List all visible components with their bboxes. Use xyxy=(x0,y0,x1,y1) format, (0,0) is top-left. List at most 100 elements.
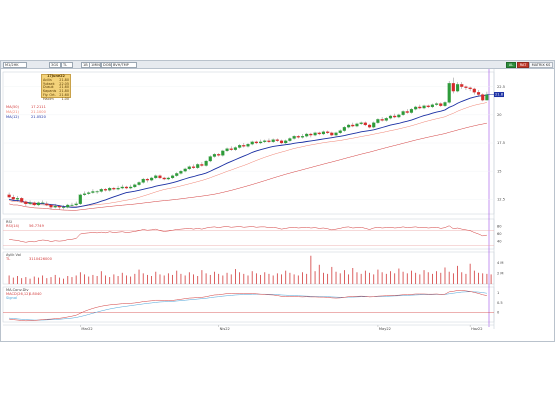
x-axis: Mar22 Nis22 May22 Haz22 xyxy=(3,324,494,331)
volume-bar xyxy=(17,276,18,284)
volume-bar xyxy=(436,271,438,284)
volume-bar xyxy=(205,273,207,284)
volume-bar xyxy=(163,275,165,284)
candle xyxy=(279,140,284,144)
candle xyxy=(401,111,405,115)
matrix-menu-button[interactable]: MATRIX KS xyxy=(529,62,553,68)
rsi-tick-label: 40 xyxy=(497,240,502,244)
volume-bar xyxy=(109,277,111,284)
volume-bar xyxy=(289,272,291,284)
y-tick-label: 22.5 xyxy=(497,85,505,89)
panel-frame xyxy=(2,286,495,323)
volume-bar xyxy=(138,269,140,284)
ma-legend-value: 21.0520 xyxy=(31,115,47,119)
toolbar-field-2[interactable]: TL xyxy=(61,62,73,68)
info-value: 22.05 xyxy=(59,81,69,86)
macd-tick-label: 1 xyxy=(497,291,499,295)
volume-bar xyxy=(452,273,454,284)
candle xyxy=(162,177,166,180)
candle xyxy=(7,194,11,198)
volume-bar xyxy=(348,274,349,284)
candle xyxy=(414,106,418,110)
volume-bar xyxy=(113,274,115,284)
candle xyxy=(342,127,346,131)
volume-bar xyxy=(314,271,316,284)
candle xyxy=(275,139,279,141)
volume-bar xyxy=(364,270,366,284)
toolbar-field-6[interactable]: BVH/TMP xyxy=(111,62,137,68)
x-tick-label: May22 xyxy=(379,327,391,331)
candle xyxy=(124,186,129,189)
indicator-button[interactable]: RAT xyxy=(517,62,529,68)
panel-frame xyxy=(2,251,495,285)
volume-bar xyxy=(235,269,236,284)
volume-bar xyxy=(419,274,421,284)
volume-bar xyxy=(75,275,77,284)
alert-button[interactable]: AL xyxy=(506,62,516,68)
candle xyxy=(103,189,108,191)
volume-bar xyxy=(8,275,10,284)
candle xyxy=(338,130,342,133)
volume-panel: 4 M 2 M xyxy=(8,255,504,284)
candle xyxy=(116,187,120,190)
volume-bar xyxy=(92,274,94,284)
candle xyxy=(305,133,309,137)
candle xyxy=(259,141,263,144)
volume-bar xyxy=(130,276,132,284)
volume-bar xyxy=(490,274,492,284)
info-label: Acilis xyxy=(43,77,52,82)
toolbar-field-1[interactable]: 3GS xyxy=(49,62,61,68)
volume-bar xyxy=(411,270,412,284)
candle xyxy=(49,204,53,208)
candle xyxy=(74,203,78,206)
candle xyxy=(313,132,317,136)
candle xyxy=(317,132,321,135)
volume-bar xyxy=(369,272,370,284)
volume-bar xyxy=(38,277,39,284)
y-tick-label: 20 xyxy=(497,113,502,117)
candle xyxy=(221,150,225,156)
macd-tick-label: 0.5 xyxy=(497,301,503,305)
toolbar-field-4[interactable]: 1MIN xyxy=(89,62,101,68)
info-value: 21.60 xyxy=(59,92,69,97)
candle xyxy=(292,136,296,139)
volume-bar xyxy=(167,273,169,284)
volume-bar xyxy=(448,271,450,284)
candle xyxy=(112,187,116,190)
y-tick-label: 15 xyxy=(497,169,502,173)
candle xyxy=(53,206,57,208)
volume-bar xyxy=(440,272,442,284)
candle xyxy=(435,103,439,105)
info-row: Kapanis 21.80 xyxy=(43,89,69,94)
ma-21-line xyxy=(9,102,487,208)
volume-bar xyxy=(63,278,64,284)
volume-bar xyxy=(197,276,199,284)
rsi-value: 56.7749 xyxy=(29,224,45,228)
candle xyxy=(200,164,204,166)
volume-bar xyxy=(21,278,23,284)
volume-bar xyxy=(306,273,308,284)
volume-bar xyxy=(100,271,102,284)
candle xyxy=(233,147,237,150)
volume-bar xyxy=(381,272,383,284)
symbol-field[interactable]: M1/2HK xyxy=(3,62,27,68)
x-tick-label: Mar22 xyxy=(81,327,92,331)
candle xyxy=(439,103,443,106)
candle xyxy=(330,132,334,136)
info-label: Yuksek xyxy=(43,81,55,86)
toolbar: M1/2HK 3GS TL 1B 1MIN DOB BVH/TMP AL RAT… xyxy=(1,61,554,69)
candle xyxy=(347,124,351,128)
candle xyxy=(263,140,267,142)
candle xyxy=(250,141,254,145)
y-tick-label: 12.5 xyxy=(497,198,505,202)
volume-bar xyxy=(390,271,391,284)
candle xyxy=(32,202,36,206)
ma-legend-value: 21.1000 xyxy=(31,110,47,114)
info-label: Fiy. Ort. xyxy=(43,92,56,97)
volume-bar xyxy=(302,272,303,284)
candle xyxy=(430,104,434,108)
macd-legend: MACD(26,12) xyxy=(6,292,30,296)
candle xyxy=(296,136,300,138)
candle xyxy=(229,148,233,150)
candle xyxy=(99,189,103,192)
